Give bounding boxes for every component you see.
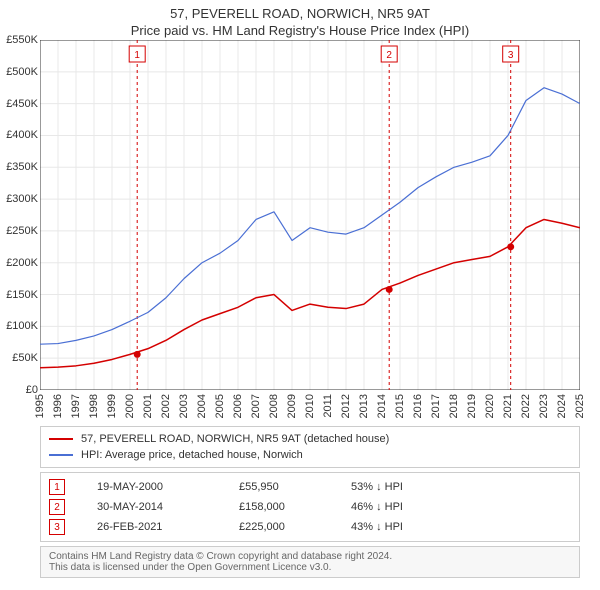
y-tick-label: £0	[2, 384, 38, 396]
attribution-box: Contains HM Land Registry data © Crown c…	[40, 546, 580, 578]
title-line-1: 57, PEVERELL ROAD, NORWICH, NR5 9AT	[0, 6, 600, 21]
event-date: 26-FEB-2021	[97, 521, 207, 533]
x-tick-label: 2003	[178, 394, 190, 418]
event-row: 3 26-FEB-2021 £225,000 43% ↓ HPI	[49, 517, 571, 537]
y-tick-label: £500K	[2, 66, 38, 78]
x-tick-label: 2000	[124, 394, 136, 418]
x-tick-label: 2024	[556, 394, 568, 418]
x-tick-label: 2011	[322, 394, 334, 418]
legend-row: 57, PEVERELL ROAD, NORWICH, NR5 9AT (det…	[49, 431, 571, 447]
y-tick-label: £200K	[2, 257, 38, 269]
x-tick-label: 2008	[268, 394, 280, 418]
x-tick-label: 2002	[160, 394, 172, 418]
legend-label: HPI: Average price, detached house, Norw…	[81, 449, 303, 461]
legend-row: HPI: Average price, detached house, Norw…	[49, 447, 571, 463]
footer-line-2: This data is licensed under the Open Gov…	[49, 562, 571, 573]
title-line-2: Price paid vs. HM Land Registry's House …	[0, 23, 600, 38]
x-tick-label: 2006	[232, 394, 244, 418]
footer-line-1: Contains HM Land Registry data © Crown c…	[49, 551, 571, 562]
x-tick-label: 2007	[250, 394, 262, 418]
y-tick-label: £400K	[2, 129, 38, 141]
line-chart-svg: 1 2 3	[40, 40, 580, 390]
event-delta: 46% ↓ HPI	[351, 501, 403, 513]
x-tick-label: 2016	[412, 394, 424, 418]
event-marker: 1	[49, 479, 65, 495]
event-delta: 53% ↓ HPI	[351, 481, 403, 493]
x-tick-label: 2017	[430, 394, 442, 418]
x-tick-label: 1996	[52, 394, 64, 418]
chart-area: 123 £0£50K£100K£150K£200K£250K£300K£350K…	[40, 40, 600, 420]
event-marker: 3	[49, 519, 65, 535]
x-tick-label: 2015	[394, 394, 406, 418]
x-tick-label: 2018	[448, 394, 460, 418]
x-tick-label: 2020	[484, 394, 496, 418]
event-price: £55,950	[239, 481, 319, 493]
x-tick-label: 2019	[466, 394, 478, 418]
y-tick-label: £550K	[2, 34, 38, 46]
event-price: £158,000	[239, 501, 319, 513]
event-marker: 2	[49, 499, 65, 515]
y-tick-label: £300K	[2, 193, 38, 205]
x-tick-label: 2013	[358, 394, 370, 418]
svg-text:2: 2	[386, 50, 392, 61]
events-box: 1 19-MAY-2000 £55,950 53% ↓ HPI 2 30-MAY-2014…	[40, 472, 580, 542]
event-row: 2 30-MAY-2014 £158,000 46% ↓ HPI	[49, 497, 571, 517]
x-tick-label: 2010	[304, 394, 316, 418]
event-date: 30-MAY-2014	[97, 501, 207, 513]
y-tick-label: £150K	[2, 289, 38, 301]
y-tick-label: £450K	[2, 98, 38, 110]
x-tick-label: 1997	[70, 394, 82, 418]
y-tick-label: £50K	[2, 352, 38, 364]
svg-text:3: 3	[508, 50, 514, 61]
event-date: 19-MAY-2000	[97, 481, 207, 493]
x-tick-label: 2021	[502, 394, 514, 418]
x-tick-label: 1998	[88, 394, 100, 418]
x-tick-label: 1999	[106, 394, 118, 418]
x-tick-label: 2005	[214, 394, 226, 418]
x-tick-label: 1995	[34, 394, 46, 418]
y-tick-label: £100K	[2, 320, 38, 332]
x-tick-label: 2001	[142, 394, 154, 418]
y-tick-label: £350K	[2, 161, 38, 173]
x-tick-label: 2023	[538, 394, 550, 418]
event-delta: 43% ↓ HPI	[351, 521, 403, 533]
legend-swatch	[49, 454, 73, 456]
x-tick-label: 2009	[286, 394, 298, 418]
event-row: 1 19-MAY-2000 £55,950 53% ↓ HPI	[49, 477, 571, 497]
y-tick-label: £250K	[2, 225, 38, 237]
chart-container: { "title_line1": "57, PEVERELL ROAD, NOR…	[0, 0, 600, 590]
x-tick-label: 2012	[340, 394, 352, 418]
x-tick-label: 2022	[520, 394, 532, 418]
svg-text:1: 1	[134, 50, 140, 61]
event-price: £225,000	[239, 521, 319, 533]
x-tick-label: 2025	[574, 394, 586, 418]
legend-label: 57, PEVERELL ROAD, NORWICH, NR5 9AT (det…	[81, 433, 389, 445]
legend-swatch	[49, 438, 73, 440]
x-tick-label: 2004	[196, 394, 208, 418]
chart-title-block: 57, PEVERELL ROAD, NORWICH, NR5 9AT Pric…	[0, 0, 600, 40]
legend-box: 57, PEVERELL ROAD, NORWICH, NR5 9AT (det…	[40, 426, 580, 468]
x-tick-label: 2014	[376, 394, 388, 418]
